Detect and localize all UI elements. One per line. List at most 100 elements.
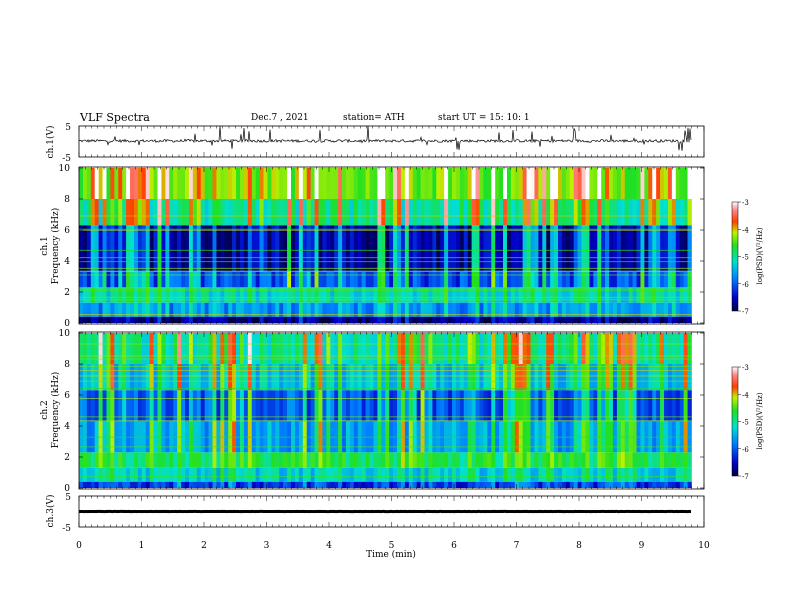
- spec1-cell: [232, 316, 237, 323]
- spec2-cell: [636, 364, 641, 391]
- spec1-cell: [601, 168, 606, 199]
- spec1-cell: [506, 168, 512, 199]
- spec1-cell: [471, 271, 476, 288]
- spec1-cell: [605, 302, 610, 317]
- spec2-cell: [145, 390, 150, 422]
- spec1-cell: [467, 316, 472, 323]
- spec2-cell: [687, 481, 692, 488]
- spec2-cell: [565, 452, 571, 468]
- spec1-cell: [444, 199, 449, 226]
- spec2-cell: [126, 364, 131, 391]
- spec1-cell: [605, 271, 610, 288]
- spec1-cell: [475, 168, 480, 199]
- spec1-cell: [444, 287, 449, 303]
- spec1-cell: [145, 316, 150, 323]
- spec2-cell: [377, 333, 382, 364]
- spec1-cell: [291, 271, 296, 288]
- spec2-cell: [522, 467, 527, 482]
- spec1-cell: [126, 316, 131, 323]
- spec1-cell: [542, 199, 547, 226]
- spec1-cell: [573, 271, 578, 288]
- spec1-cell: [353, 302, 359, 317]
- spec2-cell: [463, 467, 469, 482]
- spec1-cell: [185, 168, 190, 199]
- spec2-cell: [181, 333, 186, 364]
- spec2-cell: [679, 481, 684, 488]
- spec1-cell: [526, 225, 531, 272]
- spec2-cell: [495, 481, 500, 488]
- spec2-cell: [287, 467, 292, 482]
- spec1-cell: [624, 316, 629, 323]
- spec2-cell: [267, 333, 272, 364]
- spec1-cell: [185, 225, 190, 272]
- spec2-cell: [200, 452, 205, 468]
- spec2-cell: [228, 467, 233, 482]
- spec1-cell: [79, 287, 84, 303]
- spec1-cell: [530, 199, 535, 226]
- spec1-cell: [188, 168, 194, 199]
- spec1-cell: [298, 287, 304, 303]
- colorbar-tick-label: -4: [742, 391, 749, 399]
- spec2-cell: [291, 467, 296, 482]
- spec1-cell: [538, 225, 543, 272]
- spec1-cell: [581, 302, 586, 317]
- spec2-cell: [616, 364, 622, 391]
- spec2-cell: [652, 364, 657, 391]
- spec1-cell: [612, 225, 618, 272]
- spec2-cell: [373, 390, 378, 422]
- frequency-tick-label: 4: [64, 257, 70, 267]
- spec1-cell: [518, 271, 523, 288]
- spec2-cell: [271, 390, 276, 422]
- spec1-cell: [581, 225, 586, 272]
- spec2-cell: [416, 333, 421, 364]
- spec2-cell: [503, 467, 508, 482]
- spec2-cell: [526, 481, 531, 488]
- spec1-cell: [310, 168, 315, 199]
- spec1-cell: [216, 302, 221, 317]
- spec2-cell: [495, 333, 500, 364]
- spec1-cell: [542, 168, 547, 199]
- spec1-cell: [165, 225, 170, 272]
- spec1-cell: [220, 168, 225, 199]
- spec1-cell: [306, 225, 311, 272]
- spec2-cell: [212, 390, 217, 422]
- spec1-cell: [538, 168, 543, 199]
- time-tick-label: 9: [639, 541, 645, 551]
- spec1-cell: [133, 168, 139, 199]
- spec1-cell: [385, 199, 390, 226]
- spec1-cell: [338, 287, 343, 303]
- spec1-cell: [432, 287, 437, 303]
- spec1-cell: [306, 168, 311, 199]
- spec2-cell: [306, 481, 311, 488]
- spec1-cell: [259, 225, 264, 272]
- spec2-cell: [487, 364, 492, 391]
- spec1-cell: [338, 168, 343, 199]
- start-time-label: start UT = 15: 10: 1: [438, 113, 530, 123]
- spec1-cell: [432, 316, 437, 323]
- spec2-cell: [664, 481, 669, 488]
- spec2-cell: [542, 333, 547, 364]
- spec2-cell: [90, 481, 96, 488]
- spec1-cell: [98, 287, 103, 303]
- spec1-cell: [279, 271, 284, 288]
- spec1-cell: [565, 302, 571, 317]
- spec2-cell: [247, 333, 253, 364]
- spec2-cell: [624, 333, 629, 364]
- spec2-cell: [503, 390, 508, 422]
- spec1-cell: [404, 168, 410, 199]
- spec2-cell: [444, 390, 449, 422]
- spec2-cell: [499, 364, 504, 391]
- spec1-cell: [471, 168, 476, 199]
- spec2-cell: [424, 364, 429, 391]
- spec2-cell: [628, 467, 633, 482]
- spec1-cell: [267, 199, 272, 226]
- spec2-cell: [585, 481, 590, 488]
- spec1-cell: [137, 302, 143, 317]
- spec2-cell: [153, 364, 158, 391]
- spec2-cell: [448, 333, 453, 364]
- spec2-cell: [204, 452, 209, 468]
- spec1-cell: [593, 271, 598, 288]
- spec2-cell: [220, 390, 225, 422]
- spec1-cell: [687, 287, 692, 303]
- spec2-cell: [554, 333, 559, 364]
